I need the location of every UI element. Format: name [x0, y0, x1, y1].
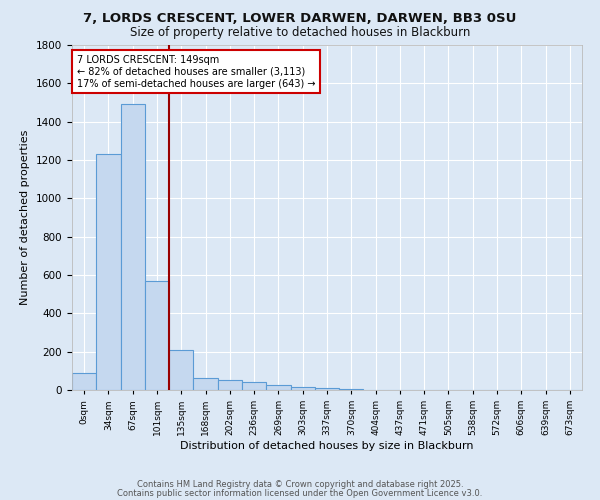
Bar [315, 388, 339, 390]
Bar [242, 382, 266, 390]
Text: 7, LORDS CRESCENT, LOWER DARWEN, DARWEN, BB3 0SU: 7, LORDS CRESCENT, LOWER DARWEN, DARWEN,… [83, 12, 517, 26]
Bar [218, 380, 242, 390]
Bar [193, 378, 218, 390]
Bar [121, 104, 145, 390]
Text: Size of property relative to detached houses in Blackburn: Size of property relative to detached ho… [130, 26, 470, 39]
Bar [96, 154, 121, 390]
Text: 7 LORDS CRESCENT: 149sqm
← 82% of detached houses are smaller (3,113)
17% of sem: 7 LORDS CRESCENT: 149sqm ← 82% of detach… [77, 56, 316, 88]
X-axis label: Distribution of detached houses by size in Blackburn: Distribution of detached houses by size … [180, 441, 474, 451]
Y-axis label: Number of detached properties: Number of detached properties [20, 130, 31, 305]
Bar [72, 373, 96, 390]
Bar [169, 350, 193, 390]
Bar [266, 384, 290, 390]
Bar [290, 386, 315, 390]
Text: Contains HM Land Registry data © Crown copyright and database right 2025.: Contains HM Land Registry data © Crown c… [137, 480, 463, 489]
Text: Contains public sector information licensed under the Open Government Licence v3: Contains public sector information licen… [118, 489, 482, 498]
Bar [145, 281, 169, 390]
